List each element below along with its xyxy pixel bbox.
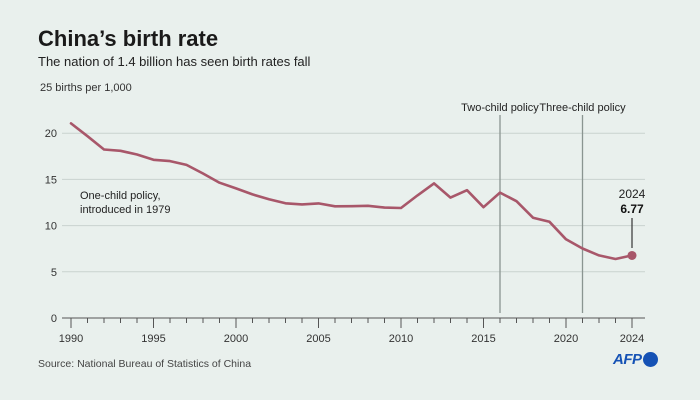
annotation-one-child-line2: introduced in 1979 xyxy=(80,204,171,216)
policy-label: Two-child policy xyxy=(461,102,539,114)
chart-title: China’s birth rate xyxy=(38,26,219,51)
annotation-2024-value: 6.77 xyxy=(620,202,644,216)
y-tick-label: 15 xyxy=(45,174,57,186)
x-tick-label: 1995 xyxy=(141,333,165,345)
annotation-2024-year: 2024 xyxy=(619,187,646,201)
x-tick-label: 2020 xyxy=(554,333,578,345)
chart-subtitle: The nation of 1.4 billion has seen birth… xyxy=(38,54,311,69)
y-tick-label: 0 xyxy=(51,313,57,325)
x-tick-label: 2015 xyxy=(471,333,495,345)
x-tick-label: 2010 xyxy=(389,333,413,345)
y-tick-label: 20 xyxy=(45,128,57,140)
y-tick-label: 5 xyxy=(51,267,57,279)
x-tick-label: 1990 xyxy=(59,333,83,345)
policy-label: Three-child policy xyxy=(539,102,626,114)
x-tick-label: 2024 xyxy=(620,333,644,345)
x-tick-label: 2000 xyxy=(224,333,248,345)
x-tick-label: 2005 xyxy=(306,333,330,345)
y-axis-label: 25 births per 1,000 xyxy=(40,82,132,94)
annotation-one-child-line1: One-child policy, xyxy=(80,190,161,202)
source-note: Source: National Bureau of Statistics of… xyxy=(38,358,252,370)
birth-rate-line xyxy=(69,122,634,261)
data-point-2024 xyxy=(627,250,637,260)
y-tick-label: 10 xyxy=(45,221,57,233)
afp-logo: AFP xyxy=(613,351,658,368)
